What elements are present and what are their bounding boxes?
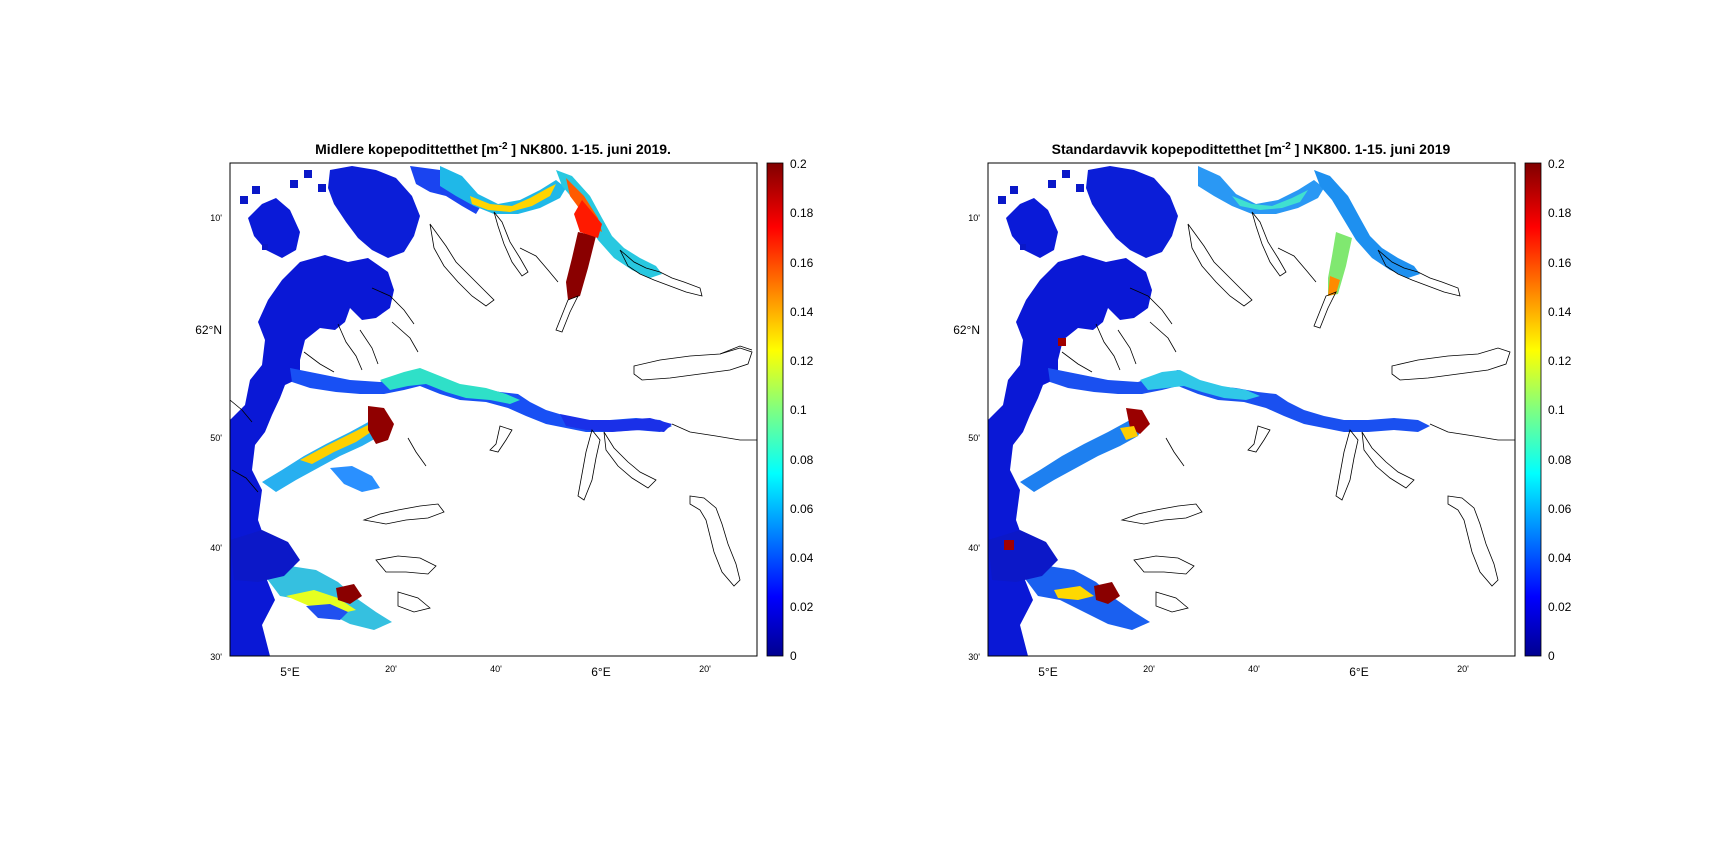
- svg-text:30': 30': [210, 652, 222, 662]
- svg-text:0.1: 0.1: [1548, 403, 1565, 417]
- map-coastline: [1061, 211, 1515, 613]
- svg-text:40': 40': [968, 543, 980, 553]
- svg-text:0.06: 0.06: [1548, 502, 1572, 516]
- svg-text:0.2: 0.2: [1548, 157, 1565, 171]
- svg-text:6°E: 6°E: [1349, 665, 1368, 679]
- svg-text:0.16: 0.16: [1548, 256, 1572, 270]
- map-frame: [229, 162, 758, 657]
- colorbar: 0.2 0.18 0.16 0.14 0.12 0.1 0.08 0.06 0.…: [766, 157, 814, 663]
- colorbar-gradient: [1524, 162, 1542, 657]
- svg-text:40': 40': [490, 664, 502, 674]
- svg-text:0.04: 0.04: [1548, 551, 1572, 565]
- svg-text:0.16: 0.16: [790, 256, 814, 270]
- svg-text:0.02: 0.02: [790, 600, 814, 614]
- svg-text:0.14: 0.14: [790, 305, 814, 319]
- svg-text:0.02: 0.02: [1548, 600, 1572, 614]
- svg-text:0.1: 0.1: [790, 403, 807, 417]
- svg-text:62°N: 62°N: [195, 323, 222, 337]
- svg-text:50': 50': [968, 433, 980, 443]
- panel-stddev-density: Standardavvik kopepodittetthet [m-2 ] NK…: [953, 141, 1571, 679]
- colorbar-ticks: 0.2 0.18 0.16 0.14 0.12 0.1 0.08 0.06 0.…: [1548, 157, 1572, 663]
- svg-text:20': 20': [1143, 664, 1155, 674]
- lon-ticks: 5°E 20' 40' 6°E 20': [1038, 664, 1469, 679]
- svg-text:40': 40': [210, 543, 222, 553]
- colorbar: 0.2 0.18 0.16 0.14 0.12 0.1 0.08 0.06 0.…: [1524, 157, 1572, 663]
- lat-ticks: 10' 62°N 50' 40' 30': [953, 213, 980, 662]
- panel-title: Midlere kopepodittetthet [m-2 ] NK800. 1…: [315, 141, 671, 157]
- map-frame: [987, 162, 1516, 657]
- svg-text:20': 20': [1457, 664, 1469, 674]
- svg-text:0.04: 0.04: [790, 551, 814, 565]
- svg-text:5°E: 5°E: [1038, 665, 1057, 679]
- lon-ticks: 5°E 20' 40' 6°E 20': [280, 664, 711, 679]
- svg-text:0.14: 0.14: [1548, 305, 1572, 319]
- colorbar-ticks: 0.2 0.18 0.16 0.14 0.12 0.1 0.08 0.06 0.…: [790, 157, 814, 663]
- svg-text:50': 50': [210, 433, 222, 443]
- svg-text:0.12: 0.12: [1548, 354, 1572, 368]
- svg-text:10': 10': [210, 213, 222, 223]
- map-coastline: [230, 211, 757, 613]
- lat-ticks: 10' 62°N 50' 40' 30': [195, 213, 222, 662]
- svg-text:0.2: 0.2: [790, 157, 807, 171]
- svg-text:0: 0: [1548, 649, 1555, 663]
- svg-text:0.18: 0.18: [1548, 206, 1572, 220]
- svg-text:40': 40': [1248, 664, 1260, 674]
- svg-text:5°E: 5°E: [280, 665, 299, 679]
- svg-text:62°N: 62°N: [953, 323, 980, 337]
- svg-text:0.08: 0.08: [1548, 453, 1572, 467]
- svg-text:20': 20': [385, 664, 397, 674]
- map-stddev-field: [988, 166, 1430, 656]
- svg-text:0.08: 0.08: [790, 453, 814, 467]
- svg-text:6°E: 6°E: [591, 665, 610, 679]
- panel-title: Standardavvik kopepodittetthet [m-2 ] NK…: [1052, 141, 1451, 157]
- colorbar-gradient: [766, 162, 784, 657]
- svg-text:0: 0: [790, 649, 797, 663]
- svg-text:0.18: 0.18: [790, 206, 814, 220]
- panel-mean-density: Midlere kopepodittetthet [m-2 ] NK800. 1…: [195, 141, 813, 679]
- svg-text:0.12: 0.12: [790, 354, 814, 368]
- svg-text:0.06: 0.06: [790, 502, 814, 516]
- map-density-field: [230, 166, 672, 656]
- svg-text:10': 10': [968, 213, 980, 223]
- svg-text:20': 20': [699, 664, 711, 674]
- svg-text:30': 30': [968, 652, 980, 662]
